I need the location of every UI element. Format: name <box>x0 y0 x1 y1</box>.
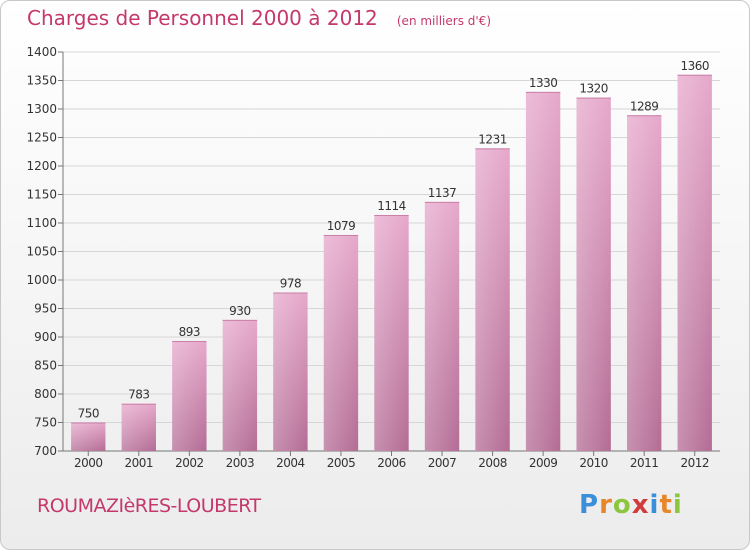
x-tick-label: 2008 <box>478 456 507 470</box>
x-tick-label: 2003 <box>226 456 255 470</box>
y-tick-label: 800 <box>34 387 57 401</box>
x-tick-label: 2002 <box>175 456 204 470</box>
y-tick-label: 1250 <box>26 131 57 145</box>
data-label: 893 <box>179 325 200 339</box>
chart-subtitle: (en milliers d'€) <box>396 14 491 28</box>
y-tick-label: 1350 <box>26 74 57 88</box>
bar-highlight <box>323 234 359 451</box>
x-tick-label: 2012 <box>680 456 709 470</box>
data-label: 1360 <box>680 59 709 73</box>
city-name: ROUMAZIèRES-LOUBERT <box>37 495 261 517</box>
y-tick-label: 1150 <box>26 188 57 202</box>
data-label: 783 <box>128 388 149 402</box>
bar-highlight <box>172 340 207 451</box>
x-tick-label: 2010 <box>579 456 608 470</box>
bar-highlight <box>273 292 308 451</box>
data-label: 1114 <box>377 199 406 213</box>
brand-logo-letter: P <box>579 490 600 520</box>
x-tick-label: 2009 <box>529 456 558 470</box>
brand-logo-letter: i <box>649 490 660 520</box>
y-tick-label: 1200 <box>26 159 57 173</box>
y-tick-label: 1400 <box>26 45 57 59</box>
y-tick-label: 850 <box>34 359 57 373</box>
data-label: 930 <box>229 304 250 318</box>
brand-logo-letter: x <box>631 490 650 520</box>
bar-highlight <box>71 422 106 451</box>
y-tick-label: 1100 <box>26 216 57 230</box>
data-label: 1231 <box>478 132 507 146</box>
y-tick-label: 1300 <box>26 102 57 116</box>
bar-highlight <box>525 91 561 452</box>
brand-logo[interactable]: Proxiti <box>579 490 683 520</box>
bar-highlight <box>627 115 662 452</box>
x-tick-label: 2001 <box>125 456 154 470</box>
data-label: 978 <box>280 277 301 291</box>
x-tick-label: 2007 <box>428 456 457 470</box>
y-tick-label: 750 <box>34 416 57 430</box>
x-tick-label: 2004 <box>276 456 305 470</box>
x-tick-label: 2005 <box>327 456 356 470</box>
bar-highlight <box>424 201 460 451</box>
y-tick-label: 700 <box>34 444 57 458</box>
bar-highlight <box>475 148 510 451</box>
data-label: 750 <box>78 407 99 421</box>
brand-logo-letter: t <box>659 490 673 520</box>
title-row: Charges de Personnel 2000 à 2012 (en mil… <box>27 6 491 30</box>
data-label: 1330 <box>529 76 558 90</box>
x-tick-label: 2011 <box>630 456 659 470</box>
x-tick-label: 2006 <box>377 456 406 470</box>
brand-logo-letter: r <box>599 490 613 520</box>
y-tick-label: 950 <box>34 302 57 316</box>
bar-highlight <box>121 403 156 451</box>
bar-highlight <box>222 319 258 451</box>
y-tick-label: 1050 <box>26 245 57 259</box>
data-label: 1079 <box>327 219 356 233</box>
chart-title: Charges de Personnel 2000 à 2012 <box>27 6 378 30</box>
x-tick-label: 2000 <box>74 456 103 470</box>
y-tick-label: 1000 <box>26 273 57 287</box>
bar-highlight <box>677 74 712 452</box>
data-label: 1289 <box>630 99 659 113</box>
data-label: 1320 <box>579 82 608 96</box>
brand-logo-letter: o <box>612 490 632 520</box>
bar-highlight <box>576 97 611 451</box>
brand-logo-letter: i <box>672 490 683 520</box>
y-tick-label: 900 <box>34 330 57 344</box>
data-label: 1137 <box>428 186 457 200</box>
bar-highlight <box>374 215 409 451</box>
